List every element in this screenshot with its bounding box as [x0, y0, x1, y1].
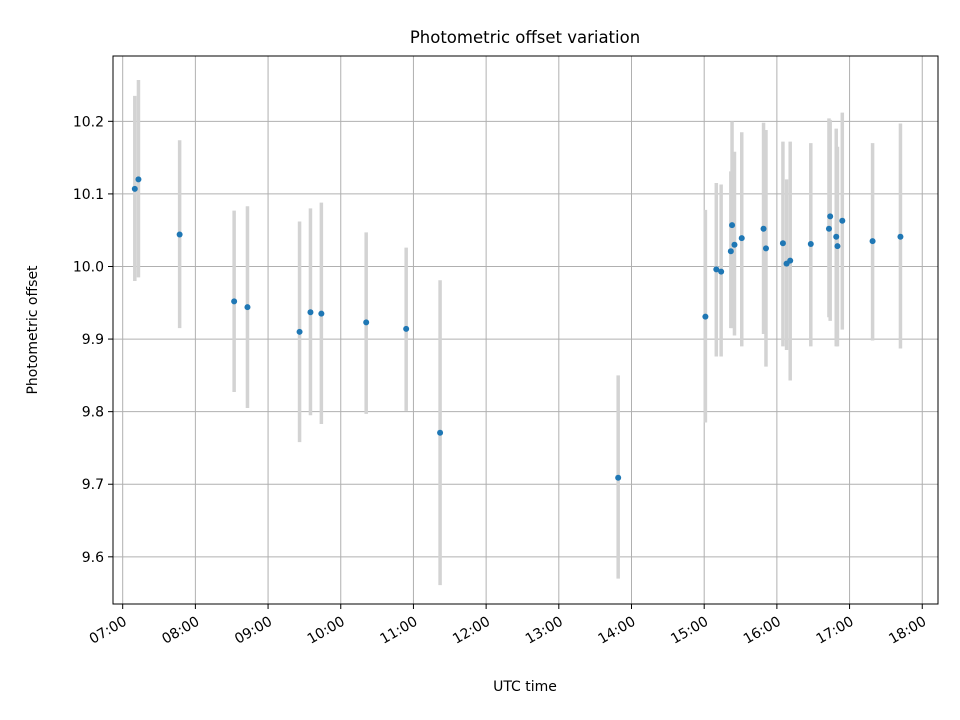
x-tick-label: 13:00 [523, 614, 566, 648]
x-tick-label: 09:00 [232, 614, 275, 648]
data-point [718, 268, 725, 275]
x-axis-ticks: 07:00 08:00 09:00 10:00 11:00 12:00 13:00 14:00… [87, 604, 929, 648]
data-point [839, 217, 846, 224]
y-tick-label: 10.0 [73, 259, 104, 275]
data-point [403, 325, 410, 332]
data-point [244, 304, 251, 311]
data-point [834, 243, 841, 250]
data-points [131, 176, 904, 481]
data-point [729, 222, 736, 229]
data-point [727, 248, 734, 255]
x-tick-label: 15:00 [668, 614, 711, 648]
data-point [135, 176, 142, 183]
x-tick-label: 12:00 [450, 614, 493, 648]
data-point [131, 185, 138, 192]
data-point [833, 233, 840, 240]
data-point [760, 225, 767, 232]
data-point [231, 298, 238, 305]
data-point [307, 309, 314, 316]
y-tick-label: 10.1 [73, 187, 104, 203]
y-tick-label: 9.7 [82, 477, 104, 493]
data-point [807, 240, 814, 247]
data-point [731, 241, 738, 248]
data-point [318, 310, 325, 317]
data-point [787, 257, 794, 264]
x-tick-label: 14:00 [596, 614, 639, 648]
data-point [897, 233, 904, 240]
x-axis-label: UTC time [493, 679, 557, 695]
y-tick-label: 9.6 [82, 550, 104, 566]
x-tick-label: 07:00 [87, 614, 130, 648]
x-tick-label: 16:00 [741, 614, 784, 648]
data-point [437, 429, 444, 436]
data-point [615, 474, 622, 481]
x-tick-label: 10:00 [305, 614, 348, 648]
x-tick-label: 11:00 [377, 614, 420, 648]
x-tick-label: 08:00 [159, 614, 202, 648]
data-point [713, 266, 720, 273]
data-point [176, 231, 183, 238]
data-point [296, 328, 303, 335]
data-point [762, 245, 769, 252]
data-point [738, 235, 745, 242]
y-tick-label: 10.2 [73, 114, 104, 130]
y-axis-ticks: 9.6 9.7 9.8 9.9 10.0 10.1 10.2 [73, 114, 113, 566]
data-point [779, 240, 786, 247]
data-point [702, 313, 709, 320]
x-tick-label: 17:00 [814, 614, 857, 648]
grid [113, 56, 938, 604]
error-bars [133, 79, 903, 586]
data-point [825, 225, 832, 232]
y-tick-label: 9.8 [82, 405, 104, 421]
data-point [869, 238, 876, 245]
plot-frame [112, 55, 939, 605]
x-tick-label: 18:00 [886, 614, 929, 648]
y-tick-label: 9.9 [82, 332, 104, 348]
data-point [363, 319, 370, 326]
data-point [827, 213, 834, 220]
y-axis-label: Photometric offset [25, 265, 41, 395]
chart-title: Photometric offset variation [410, 28, 640, 47]
